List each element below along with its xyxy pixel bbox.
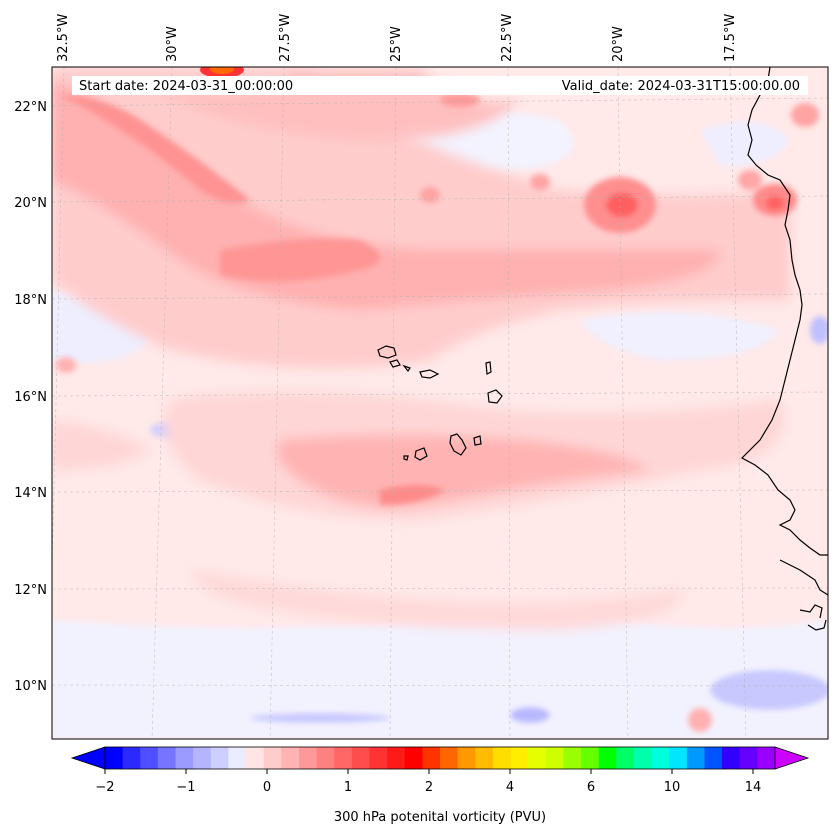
colorbar-tick-label: 4 — [506, 780, 514, 795]
colorbar-under-arrow — [72, 747, 105, 769]
lat-label: 18°N — [14, 293, 47, 308]
colorbar-swatch — [404, 747, 423, 769]
date-annotation-box — [72, 76, 808, 95]
colorbar-swatch — [510, 747, 529, 769]
lat-label: 16°N — [14, 390, 47, 405]
colorbar-swatch — [387, 747, 406, 769]
lon-label: 25°W — [389, 26, 404, 62]
colorbar-swatch — [228, 747, 247, 769]
colorbar-swatch — [281, 747, 300, 769]
colorbar-label: 300 hPa potenital vorticity (PVU) — [334, 810, 546, 825]
colorbar-swatch — [140, 747, 159, 769]
lon-label: 30°W — [165, 26, 180, 62]
lat-label: 12°N — [14, 583, 47, 598]
colorbar-swatches — [105, 747, 776, 769]
colorbar-swatch — [210, 747, 230, 769]
lon-label: 17.5°W — [723, 14, 738, 62]
colorbar-swatch — [105, 747, 124, 769]
colorbar-swatch — [440, 747, 459, 769]
valid-date-label: Valid_date: 2024-03-31T15:00:00.00 — [562, 79, 800, 94]
colorbar-swatch — [316, 747, 335, 769]
colorbar-swatch — [651, 747, 670, 769]
colorbar-swatch — [739, 747, 758, 769]
colorbar-swatch — [633, 747, 653, 769]
colorbar-tick-labels: −2 −1 0 1 2 4 6 10 14 — [95, 780, 761, 795]
colorbar-swatch — [722, 747, 741, 769]
latitude-labels: 22°N 20°N 18°N 16°N 14°N 12°N 10°N — [14, 100, 47, 694]
colorbar-swatch — [475, 747, 494, 769]
colorbar-swatch — [122, 747, 141, 769]
colorbar-swatch — [686, 747, 706, 769]
lat-label: 22°N — [14, 100, 47, 115]
longitude-labels: 32.5°W 30°W 27.5°W 25°W 22.5°W 20°W 17.5… — [56, 14, 738, 62]
lon-label: 22.5°W — [500, 14, 515, 62]
map-frame — [51, 66, 829, 740]
colorbar-swatch — [157, 747, 177, 769]
colorbar-swatch — [492, 747, 512, 769]
gridlines — [52, 67, 828, 739]
colorbar-swatch — [422, 747, 441, 769]
colorbar-swatch — [193, 747, 212, 769]
pv-maximum-top — [200, 67, 244, 78]
map-area — [52, 67, 828, 739]
lat-label: 10°N — [14, 679, 47, 694]
colorbar-swatch — [616, 747, 635, 769]
lon-label: 32.5°W — [56, 14, 71, 62]
colorbar-swatch — [246, 747, 265, 769]
colorbar-tick-label: −2 — [95, 780, 114, 795]
pv-band-strong — [56, 93, 819, 732]
colorbar-tick-label: −1 — [176, 780, 195, 795]
lat-label: 14°N — [14, 486, 47, 501]
colorbar-swatch — [669, 747, 688, 769]
colorbar-swatch — [757, 747, 776, 769]
colorbar-swatch — [263, 747, 282, 769]
coastline — [741, 67, 828, 631]
start-date-label: Start date: 2024-03-31_00:00:00 — [79, 79, 293, 94]
cape-verde-islands — [377, 345, 503, 461]
colorbar-ticks — [104, 769, 754, 774]
colorbar-over-arrow — [775, 747, 808, 769]
colorbar-tick-label: 6 — [587, 780, 595, 795]
low-pv-regions — [52, 102, 828, 739]
date-annotation: Start date: 2024-03-31_00:00:00 Valid_da… — [72, 76, 808, 95]
lon-label: 27.5°W — [278, 14, 293, 62]
colorbar-tick-label: 0 — [263, 780, 271, 795]
colorbar-swatch — [704, 747, 723, 769]
lon-label: 20°W — [611, 26, 626, 62]
colorbar-swatch — [598, 747, 617, 769]
colorbar-swatch — [545, 747, 565, 769]
colorbar-swatch — [175, 747, 194, 769]
colorbar-tick-label: 2 — [425, 780, 433, 795]
colorbar-swatch — [563, 747, 582, 769]
colorbar-swatch — [457, 747, 476, 769]
colorbar-swatch — [581, 747, 600, 769]
lat-label: 20°N — [14, 196, 47, 211]
colorbar-swatch — [528, 747, 547, 769]
colorbar-swatch — [369, 747, 388, 769]
colorbar-tick-label: 1 — [344, 780, 352, 795]
colorbar-tick-label: 10 — [664, 780, 681, 795]
colorbar-swatch — [351, 747, 371, 769]
colorbar: −2 −1 0 1 2 4 6 10 14 300 hPa potenital … — [70, 746, 810, 825]
colorbar-swatch — [298, 747, 318, 769]
colorbar-outline — [104, 746, 776, 770]
colorbar-swatch — [334, 747, 353, 769]
colorbar-tick-label: 14 — [745, 780, 762, 795]
